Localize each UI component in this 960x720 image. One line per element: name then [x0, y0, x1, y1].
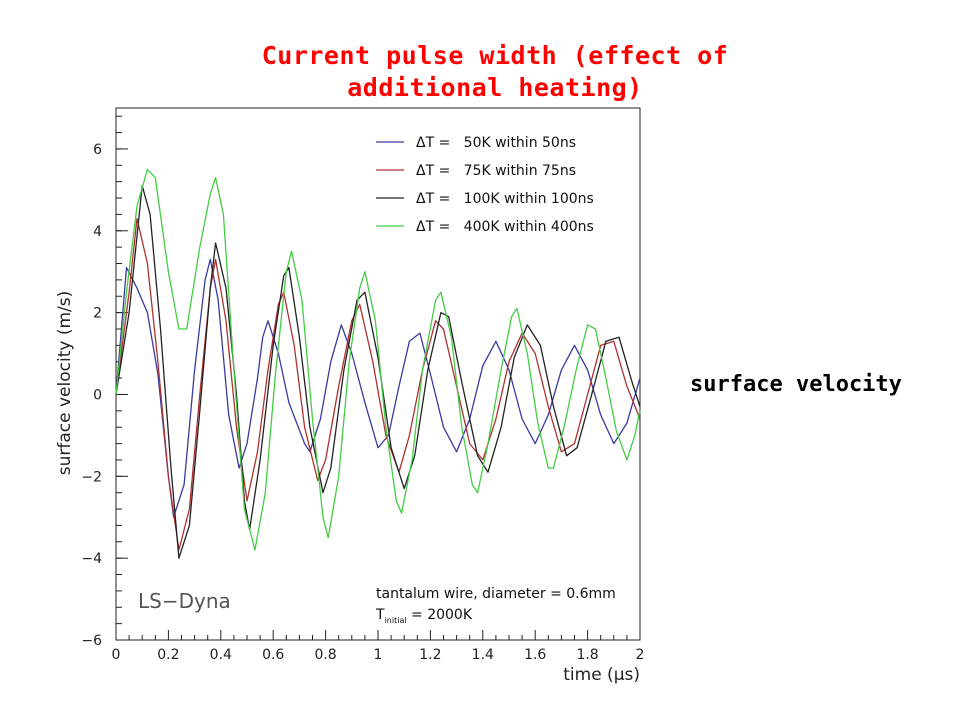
y-tick-label: −6 — [81, 633, 102, 649]
tinit-subscript: initial — [385, 616, 407, 625]
x-tick-label: 0.8 — [314, 647, 336, 663]
legend-label-3: ΔT = 100K within 100ns — [416, 191, 594, 207]
x-tick-label: 2 — [636, 647, 645, 663]
y-axis-label: surface velocity (m/s) — [55, 291, 75, 476]
x-tick-label: 1.6 — [524, 647, 546, 663]
wire-annotation: tantalum wire, diameter = 0.6mm — [376, 586, 616, 602]
annotations: LS−Dyna tantalum wire, diameter = 0.6mm … — [138, 586, 616, 625]
x-tick-label: 0 — [112, 647, 121, 663]
x-tick-label: 1.8 — [576, 647, 598, 663]
slide-title-line-1: Current pulse width (effect of — [261, 41, 729, 70]
tinit-symbol: T — [375, 607, 385, 623]
x-tick-label: 1.2 — [419, 647, 441, 663]
slide-title-line-2: additional heating) — [347, 73, 643, 102]
series-line-4 — [115, 168, 641, 551]
legend-label-1: ΔT = 50K within 50ns — [416, 135, 576, 151]
x-tick-label: 0.4 — [210, 647, 232, 663]
y-tick-label: 4 — [93, 224, 102, 240]
side-label: surface velocity — [690, 372, 902, 397]
legend: ΔT = 50K within 50ns ΔT = 75K within 75ns… — [376, 135, 594, 235]
tinit-annotation: Tinitial = 2000K — [375, 607, 473, 625]
series-line-1 — [115, 258, 641, 518]
y-tick-label: 0 — [93, 387, 102, 403]
x-tick-label: 1.4 — [472, 647, 494, 663]
series-line-3 — [115, 185, 641, 559]
x-tick-label: 0.6 — [262, 647, 284, 663]
plot-frame-layer: 0 0.2 0.4 0.6 0.8 1 1.2 1.4 1.6 1.8 2 −6 −4 −2 0 2 4 6 — [81, 107, 645, 663]
series-line-2 — [115, 217, 641, 551]
software-annotation: LS−Dyna — [138, 589, 231, 613]
x-axis-label: time (μs) — [563, 665, 640, 685]
slide-title: Current pulse width (effect of additiona… — [200, 40, 790, 104]
y-tick-label: 6 — [93, 142, 102, 158]
series-layer — [115, 168, 641, 559]
x-tick-label: 1 — [374, 647, 383, 663]
legend-label-2: ΔT = 75K within 75ns — [416, 163, 576, 179]
y-tick-label: −2 — [81, 469, 102, 485]
y-tick-label: −4 — [81, 551, 102, 567]
x-tick-label: 0.2 — [157, 647, 179, 663]
legend-label-4: ΔT = 400K within 400ns — [416, 219, 594, 235]
tinit-value: = 2000K — [407, 607, 473, 623]
y-tick-label: 2 — [93, 306, 102, 322]
